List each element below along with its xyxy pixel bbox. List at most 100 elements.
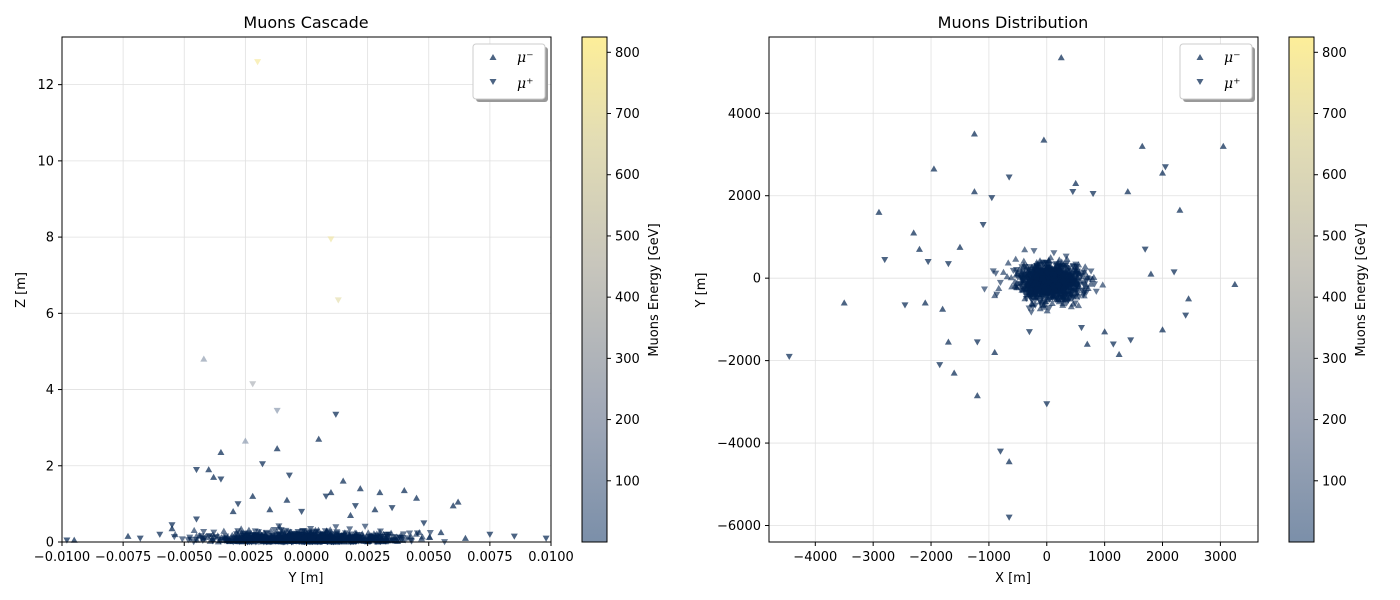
scatter-point [221, 537, 229, 544]
scatter-point [275, 532, 283, 539]
scatter-point [1081, 268, 1089, 275]
scatter-point [314, 536, 322, 543]
scatter-point [915, 245, 923, 252]
scatter-point [1092, 288, 1100, 295]
scatter-point [939, 305, 947, 312]
scatter-point [275, 523, 283, 530]
scatter-point [1047, 254, 1055, 261]
scatter-point [1147, 270, 1155, 277]
x-tick-label: −0.0025 [217, 550, 273, 565]
scatter-points [63, 59, 550, 544]
grid [769, 37, 1258, 542]
colorbar-tick-label: 300 [1322, 352, 1347, 367]
scatter-point [1017, 271, 1025, 278]
scatter-point [437, 528, 445, 536]
scatter-point [1075, 301, 1083, 309]
scatter-point [991, 348, 999, 355]
scatter-point [1069, 188, 1077, 196]
legend: μ⁻ μ⁺ [472, 43, 548, 102]
scatter-point [265, 538, 273, 545]
scatter-point [400, 487, 408, 494]
scatter-point [1079, 292, 1087, 299]
colorbar: 100 200 300 400 500 600 700 800 Muons Energy [G… [581, 36, 662, 543]
colorbar-tick-label: 200 [1322, 413, 1347, 428]
scatter-point [361, 537, 369, 545]
scatter-point [381, 536, 389, 543]
scatter-point [268, 533, 276, 540]
x-tick-label: 0.0025 [345, 550, 391, 565]
muons-distribution-panel: Muons Distribution X [m] Y [m] −4000 −300… [694, 13, 1259, 586]
dense-point-cloud [981, 246, 1107, 316]
scatter-point [973, 339, 981, 346]
scatter-point [282, 527, 290, 535]
y-axis-label: Z [m] [14, 272, 29, 308]
scatter-point [1019, 268, 1027, 275]
scatter-point [1045, 305, 1053, 312]
scatter-point [267, 527, 275, 534]
scatter-point [1013, 279, 1021, 286]
scatter-point [418, 535, 426, 542]
scatter-point [1021, 295, 1029, 302]
scatter-point [168, 522, 176, 529]
y-tick-label: 2000 [728, 189, 761, 204]
plot-area [768, 36, 1259, 543]
scatter-point [1042, 297, 1050, 304]
scatter-points [785, 54, 1239, 521]
scatter-point [930, 165, 938, 172]
scatter-point [1005, 514, 1013, 521]
scatter-point [1081, 263, 1089, 270]
scatter-point [1089, 191, 1097, 198]
colorbar-tick-label: 400 [1322, 291, 1347, 306]
scatter-point [266, 506, 274, 513]
colorbar-tick-label: 600 [615, 168, 640, 183]
x-tick-label: 0.0100 [528, 550, 574, 565]
scatter-point [910, 229, 918, 236]
scatter-point [1040, 136, 1048, 143]
scatter-point [241, 437, 249, 444]
scatter-point [249, 381, 257, 388]
scatter-point [1073, 282, 1081, 289]
scatter-point [901, 302, 909, 309]
scatter-point [334, 297, 342, 304]
colorbar-ticks: 100 200 300 400 500 600 700 800 [1314, 46, 1347, 489]
scatter-point [1080, 288, 1088, 295]
scatter-point [1020, 257, 1028, 264]
scatter-point [1087, 268, 1095, 275]
scatter-point [338, 538, 346, 545]
x-ticks: −4000 −3000 −2000 −1000 0 1000 2000 3000 [793, 542, 1237, 565]
scatter-point [1061, 270, 1069, 277]
scatter-point [192, 516, 200, 523]
muons-cascade-panel: Muons Cascade Y [m] Z [m] −0.0100 −0.0075… [14, 13, 574, 586]
scatter-point [1028, 299, 1036, 307]
scatter-point [170, 534, 178, 541]
scatter-point [1053, 263, 1061, 270]
scatter-point [999, 268, 1007, 275]
scatter-point [1061, 281, 1069, 288]
scatter-point [205, 466, 213, 473]
scatter-point [251, 528, 259, 535]
grid [61, 37, 552, 543]
scatter-point [1170, 269, 1178, 276]
y-tick-label: 4 [46, 383, 54, 398]
scatter-point [1055, 268, 1063, 275]
scatter-point [1038, 288, 1046, 295]
scatter-point [254, 532, 262, 539]
scatter-point [1043, 401, 1051, 408]
scatter-point [336, 532, 344, 539]
scatter-point [1039, 275, 1047, 282]
x-tick-label: −0.0050 [156, 550, 212, 565]
colorbar-label: Muons Energy [GeV] [1354, 223, 1369, 356]
scatter-point [186, 534, 194, 541]
scatter-point [327, 488, 335, 496]
x-axis-label: Y [m] [288, 571, 324, 586]
colorbar-tick-label: 500 [1322, 229, 1347, 244]
scatter-point [383, 531, 391, 538]
scatter-point [346, 526, 354, 533]
scatter-point [1069, 279, 1077, 287]
scatter-point [285, 472, 293, 479]
scatter-point [420, 520, 428, 527]
scatter-point [210, 529, 218, 536]
scatter-point [1023, 262, 1031, 269]
scatter-point [1031, 298, 1039, 305]
scatter-point [840, 299, 848, 306]
